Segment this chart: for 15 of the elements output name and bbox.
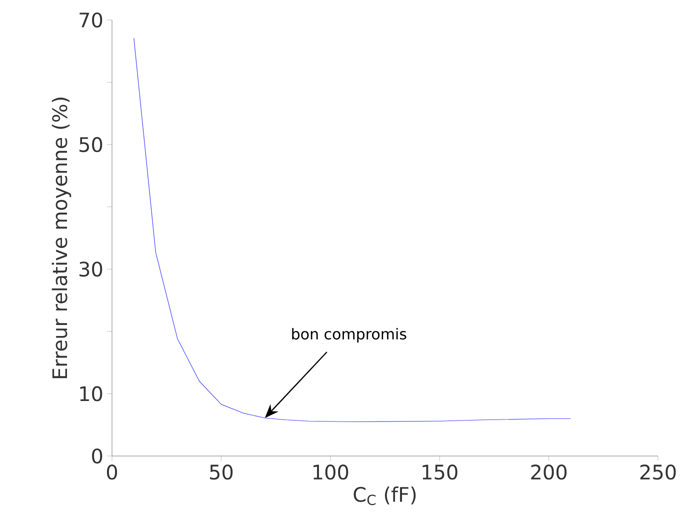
x-tick-label: 50 — [210, 464, 233, 480]
y-tick-label: 30 — [80, 262, 102, 277]
x-tick-label: 250 — [640, 464, 676, 480]
y-axis-title: Erreur relative moyenne (%) — [52, 98, 72, 378]
x-axis-title: C$_{C}$ (fF) — [354, 486, 416, 506]
x-tick-label: 200 — [531, 464, 567, 480]
y-tick-label: 50 — [80, 137, 102, 152]
line-series — [134, 38, 571, 422]
annotation: bon compromis — [292, 328, 406, 342]
x-tick-label: 100 — [314, 464, 348, 480]
x-tick-label: 0 — [106, 464, 118, 480]
y-tick-label: 0 — [92, 448, 102, 464]
y-tick-label: 10 — [80, 386, 102, 402]
x-tick-label: 150 — [422, 464, 458, 480]
y-tick-label: 70 — [80, 12, 102, 28]
